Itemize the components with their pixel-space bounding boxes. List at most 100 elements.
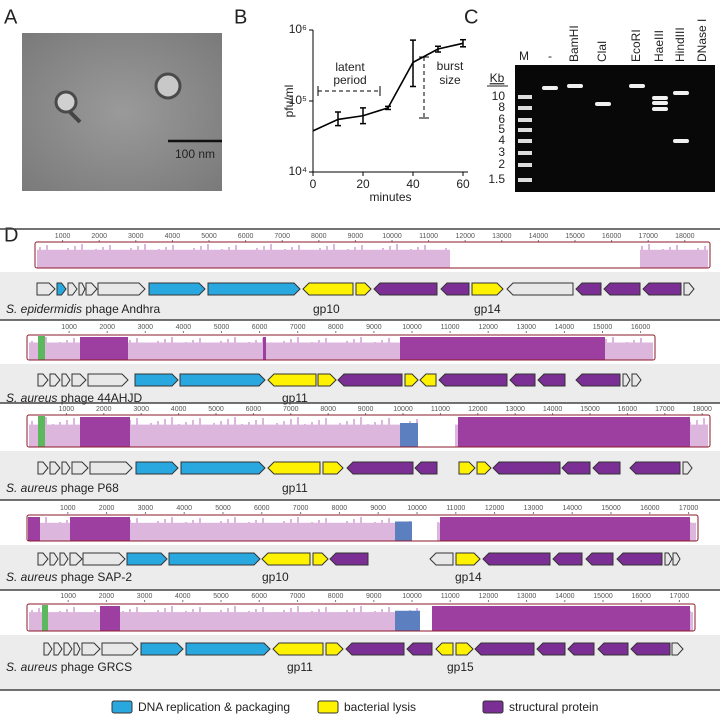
identity-spike (143, 525, 145, 533)
identity-spike (297, 517, 299, 525)
gene-arrow (337, 373, 403, 387)
x-tick-label: 20 (356, 177, 370, 191)
identity-spike (311, 611, 313, 620)
ruler-label: 2000 (96, 406, 112, 413)
identity-spike (150, 423, 152, 433)
identity-spike (382, 248, 384, 256)
identity-spike (690, 250, 692, 258)
ruler-label: 15000 (593, 324, 613, 331)
ruler-label: 10000 (402, 593, 422, 600)
ruler-label: 5000 (215, 505, 231, 512)
gene-arrow (672, 552, 681, 566)
phage-particle (54, 90, 78, 114)
identity-spike (381, 520, 383, 528)
gene-arrow (61, 461, 71, 475)
identity-spike (73, 607, 75, 616)
identity-spike (647, 345, 649, 353)
gel (515, 65, 715, 192)
gene-arrow (261, 552, 311, 566)
x-axis-label: minutes (369, 190, 411, 204)
ruler-label: 11000 (431, 406, 450, 413)
identity-mid (400, 423, 418, 447)
identity-spike (396, 244, 398, 252)
identity-spike (388, 607, 390, 616)
identity-spike (60, 250, 62, 258)
identity-spike (122, 611, 124, 620)
identity-high (80, 417, 130, 447)
identity-spike (276, 523, 278, 531)
ruler-label: 1000 (59, 406, 75, 413)
gene-row-bg (0, 451, 720, 500)
identity-spike (354, 247, 356, 255)
phage-name: phage SAP-2 (61, 570, 133, 584)
legend-swatch (482, 700, 504, 714)
identity-spike (290, 339, 292, 347)
identity-spike (45, 517, 47, 525)
identity-spike (374, 522, 376, 530)
identity-spike (179, 252, 181, 260)
ruler-label: 2000 (99, 593, 115, 600)
gene-arrow (440, 282, 470, 296)
gene-arrow (78, 282, 86, 296)
ruler-label: 7000 (293, 505, 309, 512)
gene-arrow (325, 642, 344, 656)
gene-label: gp14 (474, 302, 501, 316)
identity-spike (417, 247, 419, 255)
identity-spike (136, 418, 138, 428)
identity-spike (102, 247, 104, 255)
identity-spike (59, 611, 61, 620)
identity-frame (26, 414, 711, 448)
gene-arrow (603, 282, 641, 296)
gel-band (652, 96, 668, 100)
identity-spike (52, 613, 54, 622)
identity-spike (192, 340, 194, 348)
gene-arrow (536, 642, 566, 656)
identity-spike (150, 523, 152, 531)
identity-spike (59, 522, 61, 530)
gene-arrow (49, 552, 59, 566)
gene-arrow (59, 552, 69, 566)
y-tick-label: 10⁶ (289, 22, 307, 36)
identity-spike (171, 337, 173, 345)
annotation: size (439, 73, 461, 87)
identity-spike (248, 342, 250, 350)
gene-arrow (312, 552, 329, 566)
ruler-label: 3000 (138, 324, 154, 331)
identity-spike (207, 244, 209, 252)
identity-spike (52, 524, 54, 532)
phage-name: phage Andhra (85, 302, 160, 316)
identity-frame (26, 603, 696, 632)
ruler-label: 11000 (419, 233, 438, 240)
identity-spike (73, 418, 75, 428)
identity-spike (66, 420, 68, 430)
gene-arrow (69, 552, 83, 566)
gene-arrow (476, 461, 492, 475)
identity-spike (199, 338, 201, 346)
ladder-band (518, 106, 532, 110)
identity-spike (669, 247, 671, 255)
gene-arrow (71, 373, 87, 387)
identity-gap (412, 516, 437, 541)
gene-arrow (126, 552, 168, 566)
identity-spike (206, 425, 208, 435)
identity-spike (619, 344, 621, 352)
ruler-label: 8000 (328, 593, 344, 600)
ruler-label: 5000 (208, 406, 224, 413)
species: S. aureus (6, 570, 57, 584)
identity-spike (304, 424, 306, 434)
gene-arrow (492, 461, 561, 475)
gene-arrow (622, 373, 631, 387)
gene-arrow (575, 373, 621, 387)
identity-spike (326, 246, 328, 254)
gene-arrow (616, 552, 663, 566)
identity-spike (353, 339, 355, 347)
identity-spike (325, 338, 327, 346)
lane-label: - (548, 49, 552, 63)
identity-spike (283, 521, 285, 529)
gene-arrow (43, 642, 53, 656)
identity-spike (374, 611, 376, 620)
panel-label: D (4, 224, 18, 246)
ruler-label: 6000 (246, 406, 262, 413)
ruler-label: 15000 (580, 406, 600, 413)
identity-spike (116, 252, 118, 260)
